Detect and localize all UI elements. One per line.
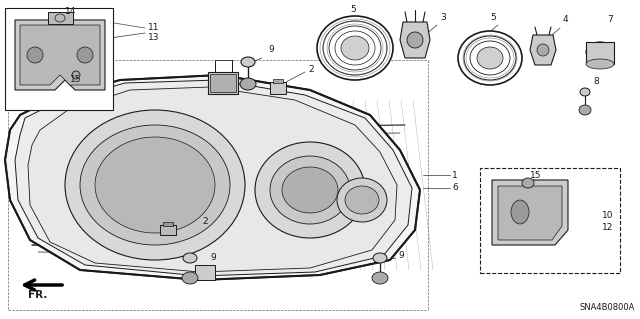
- Text: 8: 8: [593, 78, 599, 86]
- Ellipse shape: [183, 253, 197, 263]
- Ellipse shape: [580, 88, 590, 96]
- Ellipse shape: [337, 178, 387, 222]
- Bar: [195, 265, 215, 280]
- Ellipse shape: [458, 31, 522, 85]
- Ellipse shape: [270, 156, 350, 224]
- Ellipse shape: [477, 47, 503, 69]
- Ellipse shape: [586, 42, 614, 62]
- Bar: [210, 74, 236, 92]
- Text: 9: 9: [398, 250, 404, 259]
- Text: 9: 9: [210, 254, 216, 263]
- Ellipse shape: [591, 46, 609, 58]
- Text: 12: 12: [602, 224, 613, 233]
- Ellipse shape: [341, 36, 369, 60]
- Ellipse shape: [345, 186, 379, 214]
- Polygon shape: [5, 75, 420, 280]
- Text: 1: 1: [452, 170, 458, 180]
- Bar: [160, 225, 176, 235]
- Ellipse shape: [522, 178, 534, 188]
- Ellipse shape: [282, 167, 338, 213]
- Polygon shape: [20, 25, 100, 85]
- Bar: [48, 12, 73, 24]
- Polygon shape: [530, 35, 556, 65]
- Bar: [480, 168, 620, 273]
- Text: 7: 7: [607, 16, 612, 25]
- Text: 2: 2: [308, 65, 314, 75]
- Polygon shape: [400, 22, 430, 58]
- Text: 13: 13: [148, 33, 159, 42]
- Bar: [586, 42, 614, 64]
- Ellipse shape: [77, 47, 93, 63]
- Ellipse shape: [72, 71, 80, 79]
- Text: 5: 5: [350, 5, 356, 14]
- Ellipse shape: [511, 200, 529, 224]
- Ellipse shape: [182, 272, 198, 284]
- Ellipse shape: [240, 78, 256, 90]
- Text: 15: 15: [70, 76, 81, 85]
- Polygon shape: [15, 20, 105, 90]
- Text: SNA4B0800A: SNA4B0800A: [580, 303, 636, 313]
- Polygon shape: [15, 80, 412, 276]
- Ellipse shape: [27, 47, 43, 63]
- Ellipse shape: [95, 137, 215, 233]
- Bar: [163, 222, 173, 226]
- Bar: [208, 72, 238, 94]
- Text: 5: 5: [490, 13, 496, 23]
- Text: 15: 15: [530, 170, 541, 180]
- Text: 6: 6: [452, 183, 458, 192]
- Text: 2: 2: [202, 218, 207, 226]
- Ellipse shape: [65, 110, 245, 260]
- Text: 14: 14: [65, 8, 76, 17]
- Text: 9: 9: [268, 46, 274, 55]
- Ellipse shape: [579, 105, 591, 115]
- Ellipse shape: [373, 253, 387, 263]
- Ellipse shape: [317, 16, 393, 80]
- Polygon shape: [498, 186, 562, 240]
- Text: 11: 11: [148, 24, 159, 33]
- Bar: [5, 8, 113, 110]
- Bar: [270, 82, 286, 94]
- Ellipse shape: [586, 59, 614, 69]
- Text: 10: 10: [602, 211, 614, 219]
- Ellipse shape: [80, 125, 230, 245]
- Ellipse shape: [407, 32, 423, 48]
- Ellipse shape: [255, 142, 365, 238]
- Ellipse shape: [241, 57, 255, 67]
- Polygon shape: [492, 180, 568, 245]
- Ellipse shape: [372, 272, 388, 284]
- Text: 4: 4: [563, 16, 568, 25]
- Text: FR.: FR.: [28, 290, 48, 300]
- Ellipse shape: [537, 44, 549, 56]
- Text: 3: 3: [440, 13, 445, 23]
- Polygon shape: [28, 87, 397, 272]
- Bar: [273, 79, 283, 83]
